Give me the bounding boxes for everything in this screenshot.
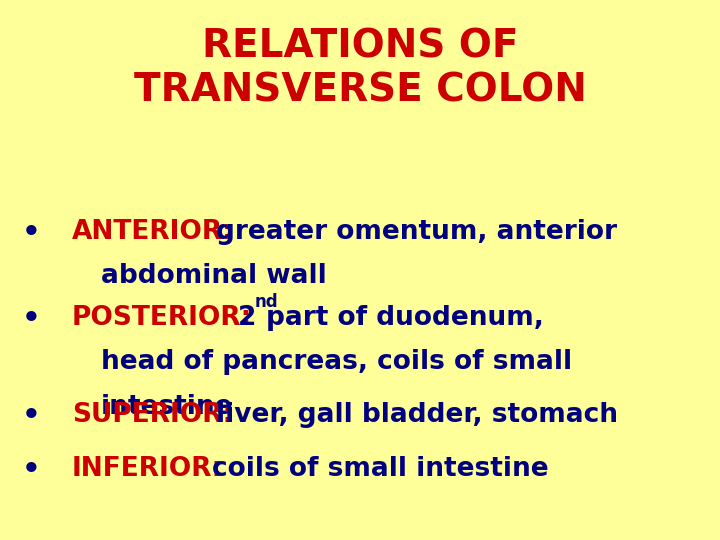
Text: •: • — [22, 456, 40, 484]
Text: nd: nd — [254, 293, 278, 311]
Text: RELATIONS OF
TRANSVERSE COLON: RELATIONS OF TRANSVERSE COLON — [134, 27, 586, 109]
Text: greater omentum, anterior: greater omentum, anterior — [216, 219, 617, 245]
Text: •: • — [22, 402, 40, 430]
Text: coils of small intestine: coils of small intestine — [212, 456, 549, 482]
Text: ANTERIOR:: ANTERIOR: — [72, 219, 234, 245]
Text: INFERIOR:: INFERIOR: — [72, 456, 223, 482]
Text: head of pancreas, coils of small: head of pancreas, coils of small — [101, 349, 572, 375]
Text: intestine: intestine — [101, 394, 233, 420]
Text: POSTERIOR:: POSTERIOR: — [72, 305, 252, 331]
Text: 2: 2 — [238, 305, 257, 331]
Text: SUPERIOR:: SUPERIOR: — [72, 402, 233, 428]
Text: abdominal wall: abdominal wall — [101, 263, 327, 289]
Text: part of duodenum,: part of duodenum, — [266, 305, 544, 331]
Text: •: • — [22, 219, 40, 247]
Text: liver, gall bladder, stomach: liver, gall bladder, stomach — [216, 402, 618, 428]
Text: •: • — [22, 305, 40, 333]
